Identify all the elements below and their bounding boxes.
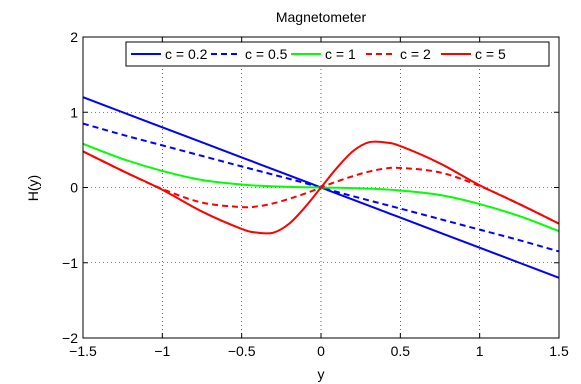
legend-label: c = 0.5 (245, 46, 288, 62)
legend-label: c = 0.2 (165, 46, 208, 62)
series-lines (82, 96, 560, 279)
legend: c = 0.2 c = 0.5 c = 1 c = 2 c = 5 (125, 41, 550, 67)
x-tick-label: 1.5 (549, 343, 569, 359)
legend-box (125, 41, 550, 67)
x-tick-label: −1 (154, 343, 170, 359)
x-tick-label: 1 (476, 343, 484, 359)
y-tick-label: 1 (70, 104, 78, 120)
chart-title: Magnetometer (276, 9, 367, 25)
y-tick-label: −1 (62, 255, 78, 271)
x-tick-label: −1.5 (69, 343, 97, 359)
legend-label: c = 1 (325, 46, 356, 62)
y-axis-label: H(y) (25, 175, 41, 201)
axis-ticks: −1.5 −1 −0.5 0 0.5 1 1.5 −2 −1 0 1 2 (62, 29, 569, 359)
x-tick-label: −0.5 (228, 343, 256, 359)
series-line-2 (82, 122, 560, 253)
x-axis-label: y (318, 366, 325, 382)
series-line-5 (82, 140, 560, 235)
legend-label: c = 5 (475, 46, 506, 62)
legend-label: c = 2 (400, 46, 431, 62)
grid (83, 37, 559, 338)
y-tick-label: 0 (70, 180, 78, 196)
y-tick-label: 2 (70, 29, 78, 45)
x-tick-label: 0 (317, 343, 325, 359)
x-tick-label: 0.5 (391, 343, 411, 359)
y-tick-label: −2 (62, 330, 78, 346)
plot-frame (82, 36, 560, 339)
